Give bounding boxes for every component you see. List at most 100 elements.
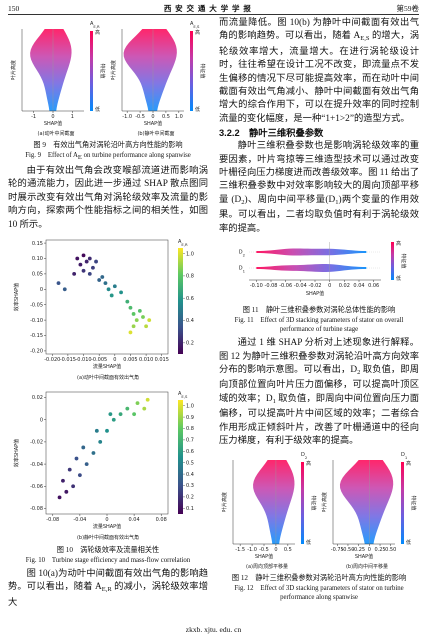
scatter-point [106,287,111,292]
x-tick-label: -0.08 [46,517,59,523]
beeswarm-shape [30,29,72,111]
x-tick-label: -0.75 [331,547,344,553]
section-heading: 3.2.2 静叶三维积叠参数 [219,128,324,139]
text-run: 的减小，涡轮级效率增大 [8,582,208,608]
scatter-point [97,278,102,282]
beeswarm-shape [256,248,367,256]
scatter-point [94,259,98,264]
x-axis-label: 流量SHAP值 [93,523,121,530]
colorbar-low: 低 [306,539,311,546]
x-tick-label: 0.08 [156,517,167,523]
scatter-point [109,293,114,298]
colorbar-high: 高 [306,460,311,467]
subscript: 2 [305,455,308,460]
scatter-point [81,268,86,273]
panel-label: (a)周向顶部平移量 [246,563,288,570]
scatter-point [125,406,130,411]
scatter-point [78,262,83,267]
colorbar-tick-label: 0.5 [186,460,194,466]
colorbar-tick-label: 0.6 [186,449,194,455]
paragraph: 图 10(a)为动叶中间截面有效出气角的影响趋势。可以看出，随着 AE,R 的减… [8,568,208,610]
scatter-point [132,412,137,417]
scatter-point [103,281,108,286]
text-run: D [239,266,243,272]
x-axis-label: SHAP值 [44,120,62,127]
x-tick-label: 0.04 [353,283,364,289]
scatter-point [87,256,92,261]
subscript: E,S [193,24,200,29]
text-run: Fig. 9 Effect of A [25,152,78,159]
colorbar-tick-label: 0.7 [186,438,194,444]
scatter-point [144,324,149,329]
colorbar-tick-label: 0.4 [186,472,194,478]
colorbar [178,400,183,515]
colorbar-tick-label: 0.8 [186,274,194,280]
x-tick-label: -0.10 [250,283,263,289]
colorbar-tick-label: 1.0 [186,403,194,409]
right-column: 而流量降低。图 10(b) 为静叶中间截面有效出气角的影响趋势。可以看出，随着 … [219,17,419,605]
feature-name: AE,R [90,21,100,29]
x-tick-label: -1.5 [235,547,245,553]
x-tick-label: -0.08 [265,283,278,289]
panel-label: (a)动叶中间截面有效出气角 [77,374,139,381]
x-tick-label: -1.0 [122,114,132,120]
running-header: 150 西 安 交 通 大 学 学 报 第59卷 [8,2,419,15]
y-tick-label: 0.05 [32,272,43,278]
scatter-point [142,406,147,411]
text-run: 取负值，即周向中间位置向压力面偏移，可以提高叶片中间区域的效率；二者综合作用形成… [219,393,419,446]
scatter-point [137,308,142,313]
text-run: A [190,21,194,27]
colorbar [178,248,183,355]
text-run: 静叶三维积叠参数也是影响涡轮级效率的重要因素，叶片弯掠等三维造型技术可以通过改变… [219,141,419,205]
x-tick-label: 0.25 [374,547,385,553]
volume: 第59卷 [396,3,420,13]
text-run: D [239,250,243,256]
scatter-point [112,284,117,289]
y-tick-label: -0.04 [30,462,43,468]
x-tick-label: 0 [105,517,108,523]
y-axis-label: 效率SHAP值 [13,283,20,311]
text-run: A [178,239,182,245]
y-axis-label: 叶片高度 [221,492,228,512]
colorbar-low: 低 [396,275,401,282]
scatter-point [118,412,123,417]
x-tick-label: -0.06 [279,283,292,289]
page-number: 150 [8,3,20,13]
x-tick-label: 0.02 [339,283,350,289]
footer: zkxb. xjtu. edu. cn [185,625,242,634]
subscript: E [77,154,82,161]
x-tick-label: 0 [274,547,277,553]
text-run: )两个变量的作用效果。可以看出，二者均取负值时有利于涡轮级效率的提高。 [219,194,419,234]
scatter-point [125,299,130,304]
x-axis-label: SHAP值 [144,120,162,127]
x-tick-label: -0.020 [44,357,60,363]
subscript: 1 [335,198,339,206]
paragraph: 通过 1 维 SHAP 分析对上述现象进行解释。图 12 为静叶三维积叠参数对涡… [219,337,419,448]
colorbar-low: 低 [95,106,100,113]
scatter-point [84,462,89,467]
subscript: E,R [181,242,188,247]
subscript: E,R [101,586,112,594]
x-tick-label: 0 [151,114,154,120]
colorbar-high: 高 [195,29,200,36]
scatter-point [57,495,62,500]
subscript: 1 [243,268,246,273]
scatter-point [74,456,79,461]
caption: 图 11 静叶三维积叠参数对涡轮总体性能的影响 [242,306,396,315]
beeswarm-shape [123,29,177,111]
y-axis-label: 效率SHAP值 [13,439,20,467]
text-run: 的增大，涡轮级效率增大，流量增大。在进行涡轮级设计时，往往希望在设计工况不改变，… [219,31,420,124]
scatter-point [61,478,65,483]
caption: 图 10 涡轮级效率及流量相关性 [56,546,160,555]
x-tick-label: 0.010 [139,357,153,363]
x-tick-label: -0.005 [91,357,107,363]
figure: -0.08 -0.04 0 0.04 0.08 0.02 0 -0.02 -0.04 -0.06 -… [13,391,194,541]
x-axis-label: SHAP值 [355,553,373,560]
x-tick-label: 0.5 [162,114,170,120]
panel-label: (a)动叶中间截面 [38,130,75,137]
text-run: D [301,452,305,458]
scatter-point [91,265,95,270]
colorbar-tick-label: 0.4 [186,318,194,324]
scatter-point [81,253,86,258]
